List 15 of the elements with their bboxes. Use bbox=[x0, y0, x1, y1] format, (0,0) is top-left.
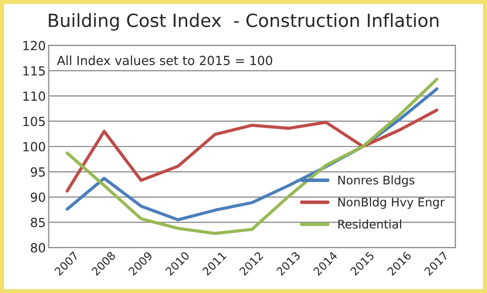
line-series bbox=[66, 108, 438, 193]
y-tick-label: 120 bbox=[23, 40, 46, 50]
y-tick-label: 100 bbox=[23, 142, 46, 152]
legend-label: Nonres Bldgs bbox=[338, 175, 414, 187]
y-tick-label: 105 bbox=[23, 116, 45, 126]
y-tick-label: 80 bbox=[30, 243, 46, 253]
y-tick-label: 95 bbox=[30, 167, 45, 177]
y-tick-label: 85 bbox=[30, 218, 45, 228]
legend-label: NonBldg Hvy Engr bbox=[338, 197, 445, 209]
legend-label: Residential bbox=[338, 219, 402, 229]
y-tick-label: 115 bbox=[23, 66, 45, 76]
y-tick-label: 90 bbox=[30, 192, 46, 202]
chart-title: Building Cost Index - Construction Inflation bbox=[48, 13, 438, 31]
y-tick-label: 110 bbox=[23, 91, 46, 101]
annotation: All Index values set to 2015 = 100 bbox=[56, 56, 272, 66]
